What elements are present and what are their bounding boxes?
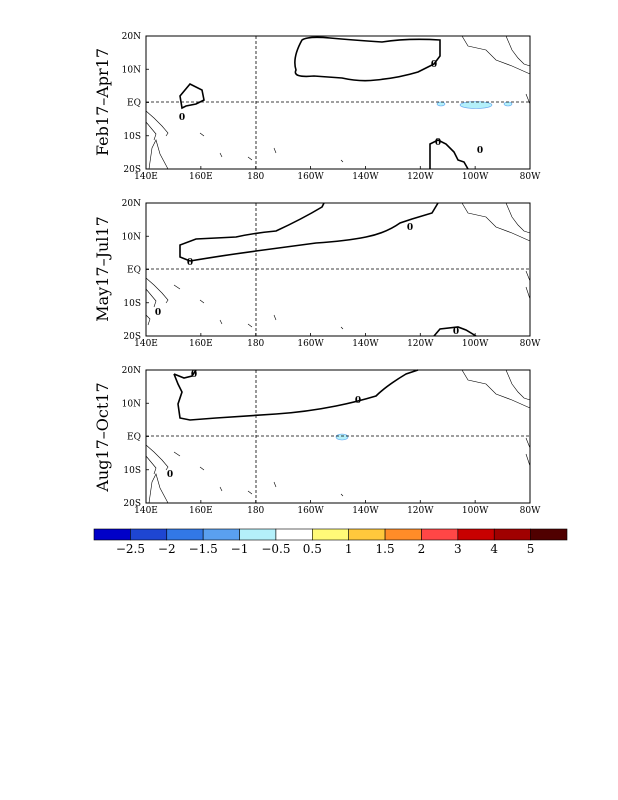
lat-tick-label: EQ xyxy=(127,266,141,276)
map-frame xyxy=(145,369,531,504)
lon-tick-label: 180 xyxy=(247,339,264,349)
lat-tick-label: 10N xyxy=(122,232,141,242)
colorbar-label: 3 xyxy=(454,542,462,556)
lon-tick-label: 160W xyxy=(297,506,324,516)
lon-tick-label: 160W xyxy=(297,339,324,349)
colorbar-swatch xyxy=(312,528,349,541)
map-frame xyxy=(145,202,531,337)
lon-tick-label: 120W xyxy=(407,339,434,349)
colorbar-swatch xyxy=(275,528,313,541)
contour-label: 0 xyxy=(155,308,161,318)
colorbar-label: −1.5 xyxy=(189,542,218,556)
colorbar-swatch xyxy=(348,528,386,541)
coastlines xyxy=(145,369,531,504)
lat-tick-label: 20N xyxy=(122,199,141,209)
colorbar-label: 2 xyxy=(418,542,426,556)
panel-3-label: Aug17–Oct17 xyxy=(93,382,112,492)
colorbar-label: 1 xyxy=(345,542,353,556)
colorbar-label: 1.5 xyxy=(376,542,395,556)
lon-tick-label: 100W xyxy=(462,506,489,516)
lon-tick-label: 100W xyxy=(462,339,489,349)
contour-label: 0 xyxy=(431,60,437,70)
colorbar-swatch xyxy=(239,528,277,541)
coastlines xyxy=(145,202,531,330)
lon-tick-label: 140W xyxy=(352,172,379,182)
colorbar-label: −0.5 xyxy=(261,542,290,556)
colorbar: −2.5 −2 −1.5 −1 −0.5 0.5 1 1.5 2 3 4 5 xyxy=(93,528,568,556)
lat-tick-label: 10S xyxy=(123,466,141,476)
zero-contours xyxy=(173,369,419,421)
coastlines xyxy=(145,35,531,170)
colorbar-swatch xyxy=(421,528,459,541)
lat-tick-label: 10S xyxy=(123,132,141,142)
zero-contours xyxy=(179,36,469,170)
zero-contours xyxy=(179,202,477,337)
contour-label: 0 xyxy=(435,138,441,148)
lon-tick-label: 160W xyxy=(297,172,324,182)
contour-label: 0 xyxy=(187,258,193,268)
lat-tick-label: 20S xyxy=(123,332,141,342)
lon-tick-label: 100W xyxy=(462,172,489,182)
lat-tick-label: EQ xyxy=(127,99,141,109)
lat-tick-label: 10S xyxy=(123,299,141,309)
colorbar-swatch xyxy=(202,528,240,541)
colorbar-swatch xyxy=(130,528,168,541)
colorbar-swatch xyxy=(530,528,568,541)
colorbar-swatch xyxy=(457,528,495,541)
lon-tick-label: 160E xyxy=(189,172,213,182)
lon-tick-label: 140W xyxy=(352,506,379,516)
colorbar-label: −2.5 xyxy=(116,542,145,556)
colorbar-label: 0.5 xyxy=(303,542,322,556)
map-panel-1: 0 0 0 0 140E 160E 180 160W 140W 120W 100W 80W 20… xyxy=(122,32,541,182)
contour-label: 0 xyxy=(191,370,197,380)
contour-label: 0 xyxy=(453,327,459,337)
lat-tick-label: 10N xyxy=(122,65,141,75)
lat-tick-label: 20S xyxy=(123,499,141,509)
colorbar-swatch xyxy=(493,528,531,541)
contour-label: 0 xyxy=(179,113,185,123)
lon-tick-label: 120W xyxy=(407,172,434,182)
lon-tick-label: 140E xyxy=(134,339,158,349)
lat-tick-label: 10N xyxy=(122,399,141,409)
colorbar-label: 5 xyxy=(527,542,535,556)
lon-tick-label: 80W xyxy=(520,506,541,516)
panel-1-label: Feb17–Apr17 xyxy=(93,48,112,156)
lat-tick-label: 20N xyxy=(122,32,141,42)
colorbar-label: −1 xyxy=(231,542,249,556)
anomaly-areas xyxy=(335,433,349,441)
lon-tick-label: 160E xyxy=(189,339,213,349)
lon-tick-label: 160E xyxy=(189,506,213,516)
colorbar-swatch xyxy=(93,528,131,541)
colorbar-swatch xyxy=(166,528,204,541)
lon-tick-label: 80W xyxy=(520,339,541,349)
lon-tick-label: 140E xyxy=(134,506,158,516)
contour-label: 0 xyxy=(167,470,173,480)
colorbar-swatch xyxy=(384,528,422,541)
panel-2-label: May17–Jul17 xyxy=(93,216,112,322)
lon-tick-label: 80W xyxy=(520,172,541,182)
lon-tick-label: 180 xyxy=(247,506,264,516)
lon-tick-label: 120W xyxy=(407,506,434,516)
contour-label: 0 xyxy=(355,396,361,406)
contour-label: 0 xyxy=(407,223,413,233)
lon-tick-label: 140E xyxy=(134,172,158,182)
lat-tick-label: 20S xyxy=(123,165,141,175)
map-panel-2: 0 0 0 0 140E 160E 180 160W 140W 120W 100W 80W 20… xyxy=(122,199,541,349)
lon-tick-label: 140W xyxy=(352,339,379,349)
colorbar-label: −2 xyxy=(158,542,176,556)
lon-tick-label: 180 xyxy=(247,172,264,182)
lat-tick-label: 20N xyxy=(122,366,141,376)
contour-label: 0 xyxy=(477,146,483,156)
colorbar-label: 4 xyxy=(490,542,498,556)
lat-tick-label: EQ xyxy=(127,433,141,443)
map-panel-3: 0 0 0 140E 160E 180 160W 140W 120W 100W 80W 20N 1… xyxy=(122,366,541,516)
